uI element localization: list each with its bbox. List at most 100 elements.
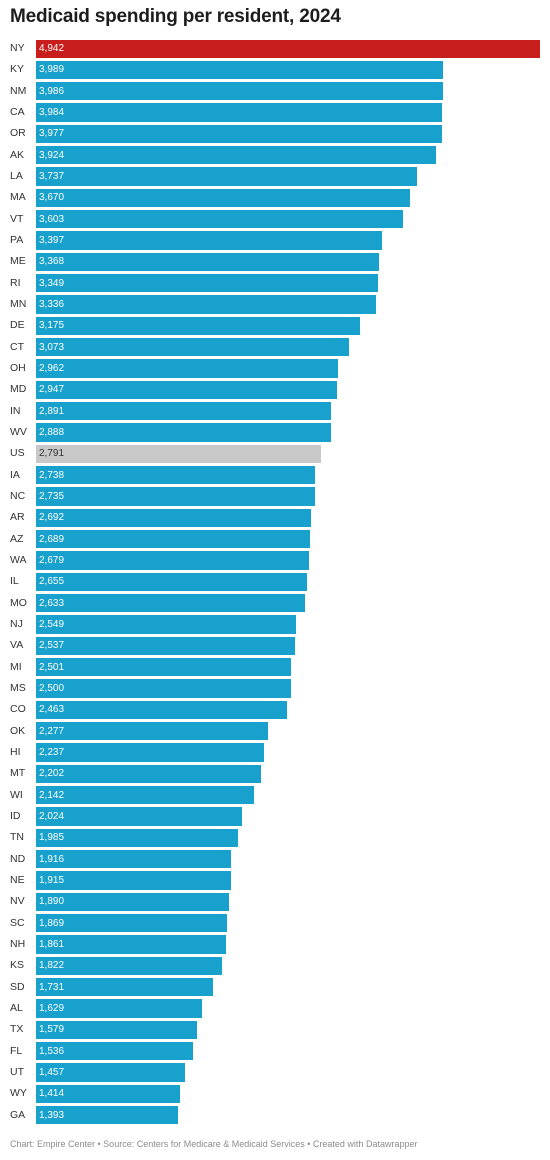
bar bbox=[36, 615, 296, 634]
category-label: IN bbox=[10, 404, 21, 417]
bar-chart: NY 4,942 KY 3,989 NM 3,986 CA 3,984 OR 3,977 AK 3,9… bbox=[0, 38, 550, 1128]
category-label: ND bbox=[10, 852, 26, 865]
bar-row-nj: NJ 2,549 bbox=[0, 614, 550, 635]
value-label: 2,962 bbox=[39, 362, 65, 374]
bar bbox=[36, 1063, 185, 1082]
category-label: RI bbox=[10, 276, 21, 289]
value-label: 1,629 bbox=[39, 1002, 65, 1014]
category-label: KY bbox=[10, 63, 25, 76]
category-label: HI bbox=[10, 745, 21, 758]
category-label: MS bbox=[10, 681, 26, 694]
bar-row-wv: WV 2,888 bbox=[0, 422, 550, 443]
bar-row-vt: VT 3,603 bbox=[0, 209, 550, 230]
value-label: 2,024 bbox=[39, 810, 65, 822]
bar bbox=[36, 210, 404, 229]
value-label: 3,336 bbox=[39, 298, 65, 310]
category-label: MT bbox=[10, 767, 26, 780]
category-label: US bbox=[10, 447, 25, 460]
bar bbox=[36, 999, 203, 1018]
bar-row-al: AL 1,629 bbox=[0, 998, 550, 1019]
category-label: CO bbox=[10, 703, 26, 716]
chart-title: Medicaid spending per resident, 2024 bbox=[10, 6, 341, 27]
bar-row-or: OR 3,977 bbox=[0, 123, 550, 144]
category-label: MO bbox=[10, 596, 27, 609]
bar-row-mo: MO 2,633 bbox=[0, 593, 550, 614]
bar-row-wy: WY 1,414 bbox=[0, 1083, 550, 1104]
bar bbox=[36, 103, 443, 122]
value-label: 1,916 bbox=[39, 853, 65, 865]
value-label: 3,397 bbox=[39, 234, 65, 246]
bar-row-ky: KY 3,989 bbox=[0, 59, 550, 80]
bar-row-us: US 2,791 bbox=[0, 443, 550, 464]
value-label: 2,549 bbox=[39, 618, 65, 630]
bar bbox=[36, 743, 265, 762]
value-label: 2,537 bbox=[39, 640, 65, 652]
category-label: TN bbox=[10, 831, 24, 844]
category-label: TX bbox=[10, 1023, 24, 1036]
value-label: 2,735 bbox=[39, 490, 65, 502]
value-label: 3,349 bbox=[39, 277, 65, 289]
bar-row-ga: GA 1,393 bbox=[0, 1105, 550, 1126]
value-label: 2,655 bbox=[39, 576, 65, 588]
bar-row-me: ME 3,368 bbox=[0, 251, 550, 272]
category-label: ID bbox=[10, 809, 21, 822]
bar bbox=[36, 231, 383, 250]
bar-row-tn: TN 1,985 bbox=[0, 827, 550, 848]
value-label: 2,501 bbox=[39, 661, 65, 673]
bar bbox=[36, 124, 442, 144]
bar-row-co: CO 2,463 bbox=[0, 699, 550, 720]
bar bbox=[36, 39, 540, 58]
chart-footer: Chart: Empire Center • Source: Centers f… bbox=[10, 1139, 418, 1149]
category-label: SD bbox=[10, 980, 25, 993]
bar bbox=[36, 82, 443, 101]
category-label: NV bbox=[10, 895, 25, 908]
bar bbox=[36, 146, 437, 165]
value-label: 3,073 bbox=[39, 341, 65, 353]
bar bbox=[36, 658, 292, 677]
bar-row-mn: MN 3,336 bbox=[0, 294, 550, 315]
bar-row-ok: OK 2,277 bbox=[0, 721, 550, 742]
bar-row-id: ID 2,024 bbox=[0, 806, 550, 827]
value-label: 1,861 bbox=[39, 938, 65, 950]
bar-row-ma: MA 3,670 bbox=[0, 187, 550, 208]
value-label: 1,536 bbox=[39, 1045, 65, 1057]
value-label: 1,393 bbox=[39, 1109, 65, 1121]
category-label: FL bbox=[10, 1044, 23, 1057]
value-label: 2,463 bbox=[39, 704, 65, 716]
bar bbox=[36, 359, 339, 378]
category-label: NM bbox=[10, 84, 27, 97]
bar bbox=[36, 1042, 193, 1061]
category-label: CA bbox=[10, 105, 25, 118]
bar-row-ny: NY 4,942 bbox=[0, 38, 550, 59]
value-label: 2,888 bbox=[39, 426, 65, 438]
bar-row-mi: MI 2,501 bbox=[0, 657, 550, 678]
category-label: CT bbox=[10, 340, 24, 353]
bar bbox=[36, 978, 213, 997]
value-label: 3,603 bbox=[39, 213, 65, 225]
category-label: NE bbox=[10, 873, 25, 886]
bar bbox=[36, 594, 305, 613]
bar-row-nv: NV 1,890 bbox=[0, 891, 550, 912]
category-label: MD bbox=[10, 383, 27, 396]
value-label: 3,986 bbox=[39, 85, 65, 97]
value-label: 3,670 bbox=[39, 192, 65, 204]
bar bbox=[36, 466, 316, 485]
value-label: 3,368 bbox=[39, 256, 65, 268]
value-label: 2,689 bbox=[39, 533, 65, 545]
bar bbox=[36, 508, 311, 528]
value-label: 3,977 bbox=[39, 128, 65, 140]
bar bbox=[36, 572, 307, 592]
bar bbox=[36, 1020, 198, 1039]
category-label: OH bbox=[10, 361, 26, 374]
value-label: 3,989 bbox=[39, 64, 65, 76]
value-label: 1,985 bbox=[39, 832, 65, 844]
bar bbox=[36, 828, 239, 847]
bar bbox=[36, 338, 350, 357]
category-label: MN bbox=[10, 297, 27, 310]
bar-row-hi: HI 2,237 bbox=[0, 742, 550, 763]
bar-row-tx: TX 1,579 bbox=[0, 1019, 550, 1040]
value-label: 1,579 bbox=[39, 1024, 65, 1036]
category-label: AZ bbox=[10, 532, 24, 545]
bar bbox=[36, 60, 443, 80]
value-label: 2,891 bbox=[39, 405, 65, 417]
